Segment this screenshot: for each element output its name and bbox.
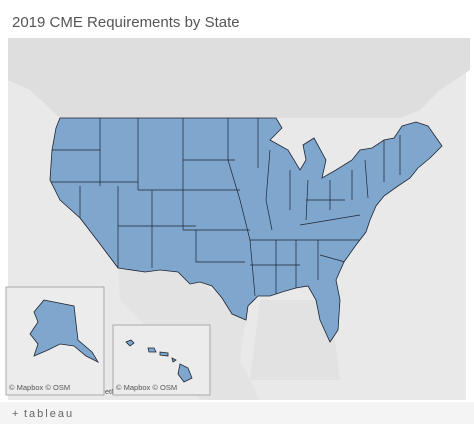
inset-frame [112,324,211,396]
hawaii-inset: © Mapbox © OSM [112,324,211,396]
inset-attribution: © Mapbox © OSM [9,383,70,392]
inset-attribution: © Mapbox © OSM [116,383,177,392]
alaska-inset: © Mapbox © OSM [5,286,105,396]
footer [0,402,474,424]
state-borders [50,118,401,297]
canada [8,38,470,118]
alaska [29,299,100,363]
gulf [250,300,340,380]
logo-mark: + [12,408,20,420]
hawaii [125,339,193,383]
tableau-logo: tableau [24,408,74,420]
title: 2019 CME Requirements by State [12,14,240,31]
